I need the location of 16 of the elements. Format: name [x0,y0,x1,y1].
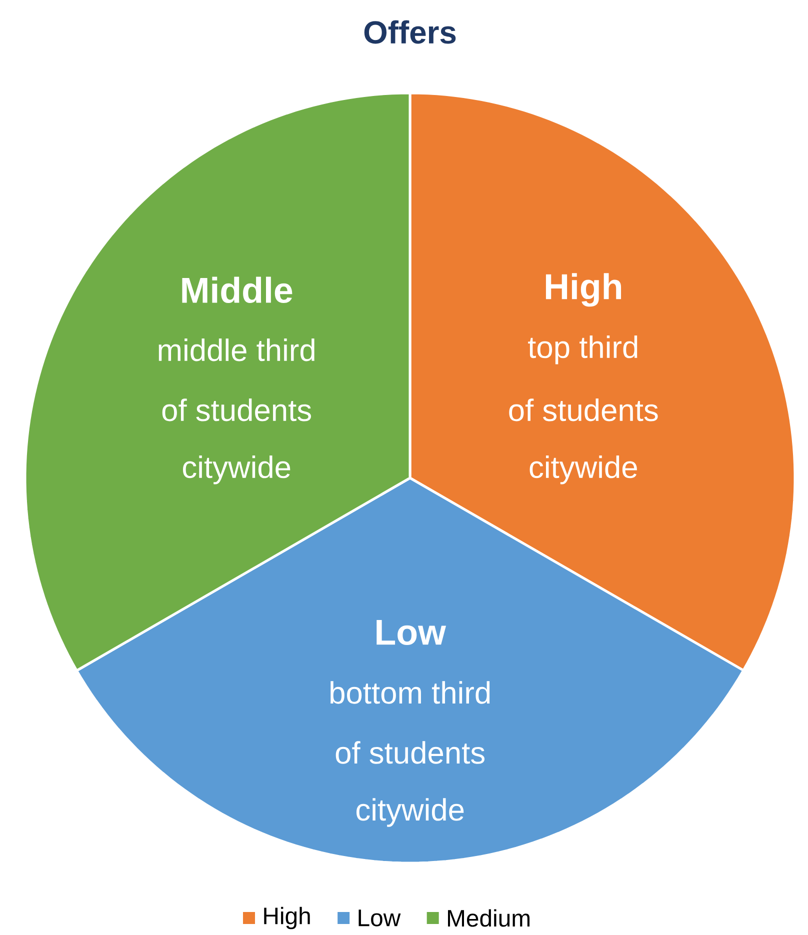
text: of students [162,398,311,422]
text: Middle [182,276,292,304]
text: of students [509,398,658,422]
legend-label: High [264,906,310,930]
text: Low [376,620,446,645]
chart-title: Offers [364,20,456,44]
text: top third [528,335,638,364]
text: citywide [182,455,290,484]
text: middle third [158,338,314,362]
legend-label: Medium [448,909,530,927]
text: citywide [530,455,637,484]
text: of students [336,741,484,764]
text: bottom third [330,681,490,704]
legend-label: Low [358,910,401,926]
text: citywide [356,798,464,827]
text: High [546,273,622,307]
